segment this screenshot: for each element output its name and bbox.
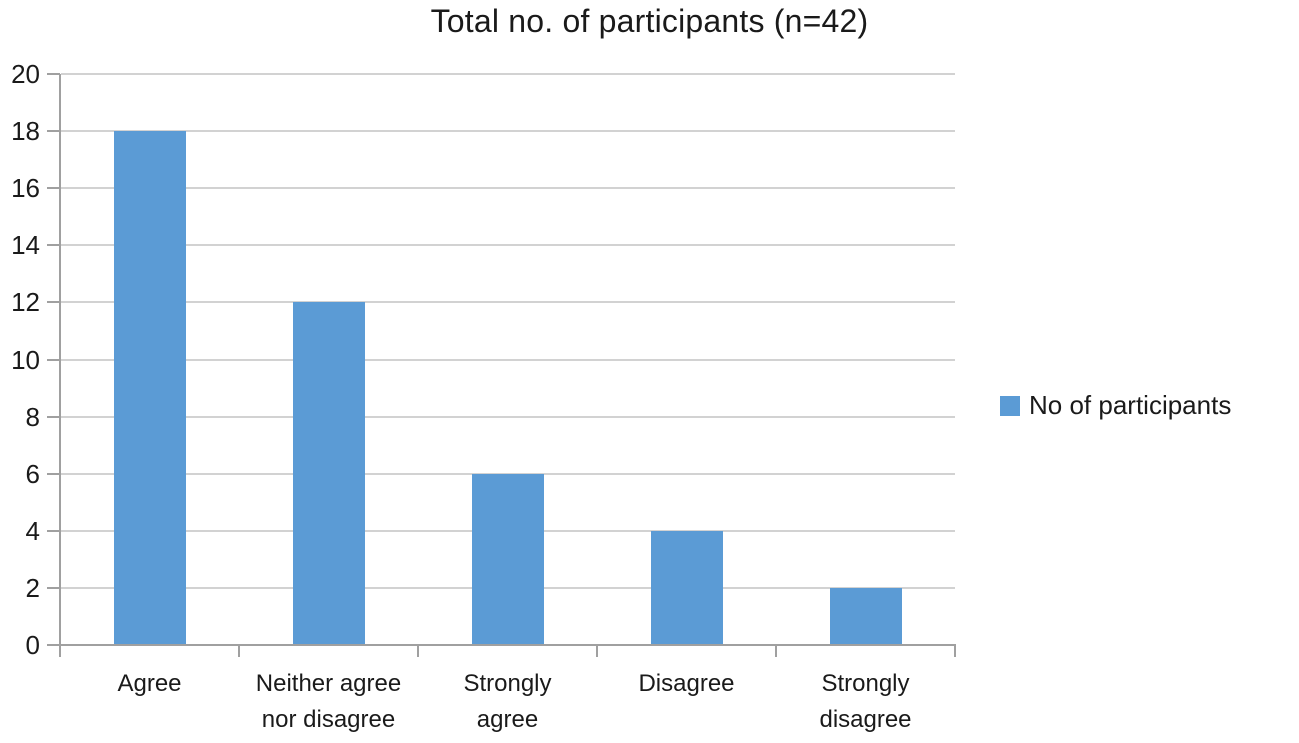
y-axis-tick [47, 415, 60, 418]
x-axis-category-label: Strongly disagree [786, 666, 946, 738]
y-axis-line [59, 74, 61, 657]
y-axis-tick-label: 6 [25, 458, 40, 489]
y-axis-tick-label: 12 [11, 287, 40, 318]
x-axis-category-label-line: nor disagree [261, 706, 396, 733]
gridline [61, 187, 955, 190]
gridline [61, 358, 955, 361]
x-axis-tick [954, 646, 956, 657]
x-axis-category-label-line: Strongly [463, 670, 552, 697]
x-axis-category-label: Disagree [607, 666, 767, 702]
x-axis-category-label-line: Strongly [821, 670, 910, 697]
x-axis-category-label-line: Disagree [638, 670, 735, 697]
x-axis-tick [59, 646, 61, 657]
y-axis-tick [47, 644, 60, 646]
y-axis-tick-label: 4 [25, 515, 40, 546]
x-axis-tick [417, 646, 419, 657]
y-axis-tick [47, 529, 60, 532]
x-axis-tick [775, 646, 777, 657]
y-axis-tick-label: 2 [25, 572, 40, 603]
x-axis-tick [596, 646, 598, 657]
x-axis-category-label-line: Neither agree [255, 670, 402, 697]
y-axis-tick-label: 16 [11, 173, 40, 204]
x-axis-category-label-line: agree [476, 706, 539, 733]
bar [292, 302, 365, 645]
x-axis-line [59, 644, 956, 646]
legend: No of participants [1000, 390, 1231, 421]
x-axis-category-label: Neither agree nor disagree [249, 666, 409, 738]
y-axis-tick [47, 358, 60, 361]
bar [829, 587, 902, 645]
gridline [61, 415, 955, 418]
chart-title: Total no. of participants (n=42) [430, 3, 869, 39]
gridline [61, 73, 955, 75]
y-axis-tick-label: 0 [25, 630, 40, 660]
gridline [61, 130, 955, 133]
y-axis-tick [47, 244, 60, 247]
y-axis-tick-label: 18 [11, 116, 40, 147]
x-axis-category-label: Agree [70, 666, 230, 702]
legend-label: No of participants [1029, 390, 1232, 420]
y-axis-tick [47, 73, 60, 75]
y-axis-tick-label: 8 [25, 401, 40, 432]
x-axis-category-label-line: disagree [819, 706, 912, 733]
y-axis-tick-label: 10 [11, 344, 40, 375]
x-axis-category-label-line: Agree [117, 670, 182, 697]
x-axis-category-label: Strongly agree [428, 666, 588, 738]
gridline [61, 244, 955, 247]
bar [471, 473, 544, 645]
y-axis-tick [47, 301, 60, 304]
y-axis-tick [47, 130, 60, 133]
legend-swatch-icon [1000, 395, 1020, 416]
bar [650, 530, 723, 645]
y-axis-tick [47, 586, 60, 589]
bar [113, 131, 186, 645]
y-axis-tick [47, 187, 60, 190]
y-axis-tick-label: 14 [11, 230, 40, 261]
x-axis-tick [238, 646, 240, 657]
y-axis-tick [47, 472, 60, 475]
gridline [61, 301, 955, 304]
y-axis-tick-label: 20 [11, 59, 40, 89]
